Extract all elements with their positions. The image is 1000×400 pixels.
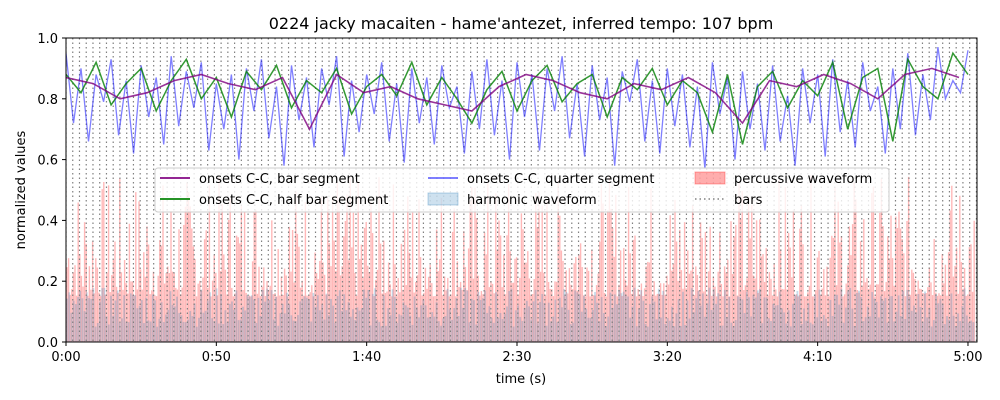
x-tick-label: 0:00 [51,350,80,365]
y-tick-label: 0.4 [37,214,58,229]
series-lines [66,47,969,169]
series-line [66,47,969,169]
x-tick-label: 4:10 [803,350,832,365]
x-tick-label: 1:40 [352,350,381,365]
x-axis-label: time (s) [496,372,546,387]
legend-label: onsets C-C, bar segment [199,172,360,187]
legend-label: harmonic waveform [467,193,597,208]
plot-frame [65,37,978,343]
x-tick-label: 3:20 [653,350,682,365]
y-tick-label: 0.2 [37,275,58,290]
chart-title: 0224 jacky macaiten - hame'antezet, infe… [269,14,774,33]
y-axis-label: normalized values [14,130,29,249]
x-axis: 0:00 0:50 1:40 2:30 3:20 4:10 5:00 [51,342,983,365]
y-tick-label: 0.8 [37,93,58,108]
legend: onsets C-C, bar segment onsets C-C, half … [154,167,890,213]
series-line [66,67,960,131]
legend-label: onsets C-C, half bar segment [199,193,388,208]
legend-label: bars [734,193,763,208]
legend-swatch [427,192,459,206]
harmonic-waveform [66,287,975,342]
series-line [66,51,969,145]
y-tick-label: 0.6 [37,154,58,169]
y-axis: 0.0 0.2 0.4 0.6 0.8 1.0 [37,32,66,351]
x-tick-label: 5:00 [953,350,982,365]
legend-swatch [694,171,726,185]
x-tick-label: 2:30 [502,350,531,365]
x-tick-label: 0:50 [202,350,231,365]
legend-label: onsets C-C, quarter segment [467,172,654,187]
y-tick-label: 0.0 [37,336,58,351]
legend-label: percussive waveform [734,172,872,187]
y-tick-label: 1.0 [37,32,58,47]
legend-box [154,167,890,213]
